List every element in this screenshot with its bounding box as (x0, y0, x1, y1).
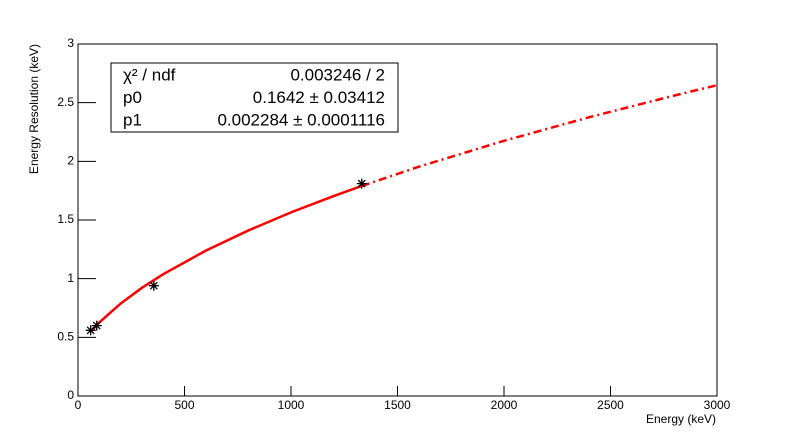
data-point (148, 280, 159, 291)
stats-label: p1 (123, 110, 142, 129)
stats-box (110, 62, 399, 133)
y-tick-label: 1 (67, 271, 74, 285)
data-point (85, 325, 96, 336)
y-tick-label: 1.5 (57, 212, 74, 226)
x-tick-label: 2000 (491, 398, 518, 412)
x-tick-label: 0 (75, 398, 82, 412)
data-point (356, 178, 367, 189)
y-tick-label: 0.5 (57, 330, 74, 344)
stats-label: χ² / ndf (123, 65, 176, 84)
y-tick-label: 2 (67, 154, 74, 168)
stats-label: p0 (123, 88, 142, 107)
x-tick-label: 500 (174, 398, 194, 412)
y-tick-label: 2.5 (57, 95, 74, 109)
x-axis-label: Energy (keV) (646, 412, 716, 426)
x-tick-label: 3000 (704, 398, 731, 412)
stats-value: 0.1642 ± 0.03412 (253, 88, 385, 107)
y-tick-label: 0 (67, 388, 74, 402)
x-tick-label: 1500 (384, 398, 411, 412)
fit-line (89, 184, 363, 333)
y-axis-label: Energy Resolution (keV) (27, 44, 41, 174)
fit-extrapolation (361, 83, 718, 188)
data-point (91, 320, 102, 331)
x-tick-label: 2500 (597, 398, 624, 412)
stats-value: 0.003246 / 2 (290, 65, 385, 84)
x-tick-label: 1000 (278, 398, 305, 412)
y-tick-label: 3 (67, 36, 74, 50)
stats-value: 0.002284 ± 0.0001116 (217, 110, 385, 129)
